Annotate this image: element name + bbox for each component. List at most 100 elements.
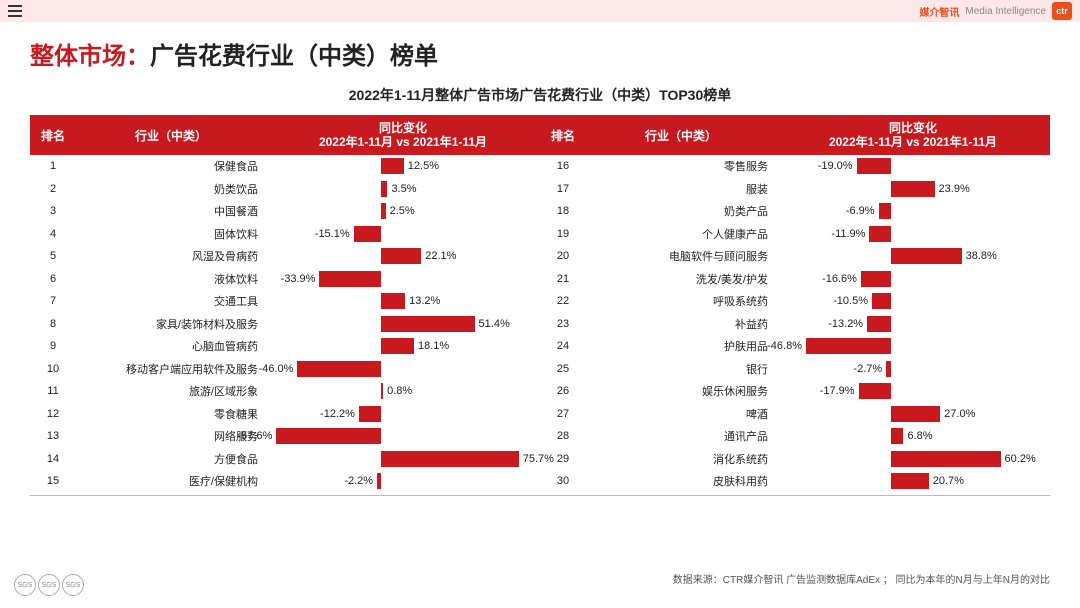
cert-badge: SGS [62,574,84,596]
change-bar [381,248,421,264]
cell-rank: 6 [30,273,76,285]
cell-industry: 电脑软件与顾问服务 [586,248,776,264]
table-row: 6 液体饮料 -33.9% [30,268,540,291]
change-bar [354,226,381,242]
title-red: 整体市场： [30,43,150,70]
brand-cn: 媒介智讯 [919,4,959,19]
page-title: 整体市场：广告花费行业（中类）榜单 [30,36,1050,71]
change-value: -46.0% [259,358,294,381]
title-black: 广告花费行业（中类）榜单 [150,43,438,70]
cell-rank: 13 [30,430,76,442]
cell-change: -11.9% [776,223,1050,246]
table-row: 13 网络服务 -57.6% [30,425,540,448]
table-row: 4 固体饮料 -15.1% [30,223,540,246]
cell-change: 22.1% [266,245,540,268]
change-value: -10.5% [833,290,868,313]
change-bar [381,451,519,467]
cell-industry: 奶类饮品 [76,181,266,197]
th-industry: 行业（中类） [586,127,776,144]
change-value: 22.1% [425,245,456,268]
th-rank: 排名 [540,127,586,144]
cell-change: 13.2% [266,290,540,313]
cell-change: -16.6% [776,268,1050,291]
cert-badges: SGSSGSSGS [14,574,84,596]
cell-change: 20.7% [776,470,1050,493]
cell-change: -12.2% [266,403,540,426]
table-row: 24 护肤用品 -46.8% [540,335,1050,358]
cell-change: 75.7% [266,448,540,471]
table-row: 19 个人健康产品 -11.9% [540,223,1050,246]
cell-industry: 交通工具 [76,293,266,309]
change-value: -2.7% [853,358,882,381]
change-value: -19.0% [818,155,853,178]
cell-rank: 19 [540,228,586,240]
cell-change: 51.4% [266,313,540,336]
change-bar [319,271,381,287]
change-value: 60.2% [1005,448,1036,471]
cell-change: 3.5% [266,178,540,201]
cell-industry: 呼吸系统药 [586,293,776,309]
change-value: -12.2% [320,403,355,426]
cell-industry: 风湿及骨病药 [76,248,266,264]
table-row: 16 零售服务 -19.0% [540,155,1050,178]
change-bar [867,316,891,332]
cell-industry: 补益药 [586,316,776,332]
cell-rank: 2 [30,183,76,195]
cell-rank: 11 [30,385,76,397]
cell-industry: 银行 [586,361,776,377]
cell-industry: 娱乐休闲服务 [586,383,776,399]
change-value: 51.4% [479,313,510,336]
change-bar [359,406,381,422]
change-bar [891,406,940,422]
change-bar [381,316,474,332]
change-bar [806,338,891,354]
cell-industry: 保健食品 [76,158,266,174]
change-bar [872,293,891,309]
cert-badge: SGS [14,574,36,596]
cell-change: -15.1% [266,223,540,246]
table-row: 8 家具/装饰材料及服务 51.4% [30,313,540,336]
table-row: 9 心脑血管病药 18.1% [30,335,540,358]
change-bar [891,473,929,489]
cell-rank: 28 [540,430,586,442]
cell-rank: 3 [30,205,76,217]
cell-industry: 个人健康产品 [586,226,776,242]
change-value: -33.9% [281,268,316,291]
cell-change: -2.2% [266,470,540,493]
table-row: 26 娱乐休闲服务 -17.9% [540,380,1050,403]
table-header: 排名 行业（中类） 同比变化2022年1-11月 vs 2021年1-11月 [540,115,1050,155]
change-bar [891,248,962,264]
cell-industry: 洗发/美发/护发 [586,271,776,287]
subtitle: 2022年1-11月整体广告市场广告花费行业（中类）TOP30榜单 [30,85,1050,105]
cell-industry: 服装 [586,181,776,197]
menu-icon[interactable] [8,5,22,17]
change-bar [891,451,1000,467]
cell-rank: 27 [540,408,586,420]
table-row: 18 奶类产品 -6.9% [540,200,1050,223]
cell-industry: 消化系统药 [586,451,776,467]
cell-industry: 中国餐酒 [76,203,266,219]
change-value: -57.6% [238,425,273,448]
change-bar [879,203,892,219]
cell-industry: 啤酒 [586,406,776,422]
table-row: 23 补益药 -13.2% [540,313,1050,336]
top-bar: 媒介智讯 Media Intelligence ctr [0,0,1080,22]
table-row: 25 银行 -2.7% [540,358,1050,381]
cell-rank: 15 [30,475,76,487]
change-bar [859,383,892,399]
cell-industry: 零食糖果 [76,406,266,422]
change-bar [381,203,386,219]
cell-change: 12.5% [266,155,540,178]
cell-rank: 30 [540,475,586,487]
table-row: 15 医疗/保健机构 -2.2% [30,470,540,493]
change-value: 27.0% [944,403,975,426]
cell-change: 23.9% [776,178,1050,201]
cell-change: 18.1% [266,335,540,358]
slide-body: 整体市场：广告花费行业（中类）榜单 2022年1-11月整体广告市场广告花费行业… [0,22,1080,496]
cell-rank: 17 [540,183,586,195]
change-value: -16.6% [822,268,857,291]
cell-change: 38.8% [776,245,1050,268]
brand-en: Media Intelligence [965,6,1046,17]
table-row: 28 通讯产品 6.8% [540,425,1050,448]
table-row: 10 移动客户端应用软件及服务 -46.0% [30,358,540,381]
